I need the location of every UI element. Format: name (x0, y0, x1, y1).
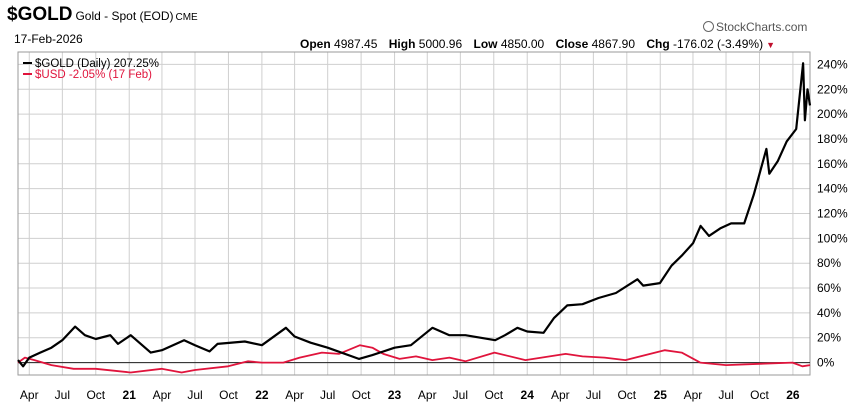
close-label: Close (555, 37, 589, 51)
x-tick-label: Oct (352, 388, 371, 402)
chart-legend: $GOLD (Daily) 207.25%$USD -2.05% (17 Feb… (23, 58, 159, 81)
x-tick-label: 24 (521, 388, 535, 402)
y-tick-label: 40% (817, 306, 841, 320)
down-arrow-icon: ▼ (766, 40, 775, 50)
x-axis-ticks: Apr Jul Oct 21 Apr Jul Oct 22 Apr Jul Oct 23 Apr Jul O… (20, 388, 800, 402)
low-value: 4850.00 (500, 37, 545, 51)
close-value: 4867.90 (591, 37, 635, 51)
x-tick-label: Oct (484, 388, 503, 402)
x-tick-label: Oct (617, 388, 636, 402)
y-tick-label: 180% (817, 132, 848, 146)
high-value: 5000.96 (418, 37, 463, 51)
x-tick-label: Oct (219, 388, 238, 402)
chart-date: 17-Feb-2026 (14, 32, 83, 46)
x-tick-label: Apr (285, 388, 304, 402)
low-label: Low (473, 37, 498, 51)
chg-value: -176.02 (-3.49%) (673, 37, 764, 51)
instrument-description: Gold - Spot (EOD) (75, 9, 174, 23)
stockcharts-brand[interactable]: StockCharts.com (703, 20, 807, 34)
x-tick-label: Jul (320, 388, 335, 402)
chg-label: Chg (646, 37, 670, 51)
y-tick-label: 140% (817, 182, 848, 196)
chart-header-title: $GOLD Gold - Spot (EOD) CME (7, 4, 198, 26)
x-tick-label: Oct (750, 388, 769, 402)
chart-grid (18, 52, 810, 375)
y-axis-ticks: 0% 20% 40% 60% 80% 100% 120% 140% 160% 180% 200% 22… (817, 57, 848, 369)
y-tick-label: 160% (817, 157, 848, 171)
series-lines (17, 62, 812, 374)
y-tick-label: 100% (817, 231, 848, 245)
plot-area-frame (17, 51, 811, 376)
y-tick-label: 200% (817, 107, 848, 121)
usd-legend-label: $USD -2.05% (17 Feb) (35, 69, 152, 81)
y-tick-label: 80% (817, 256, 841, 270)
gold-series-line (17, 62, 812, 368)
x-tick-label: Apr (551, 388, 570, 402)
x-tick-label: Jul (55, 388, 70, 402)
y-tick-label: 120% (817, 207, 848, 221)
stockcharts-logo-icon (703, 21, 714, 32)
brand-text: StockCharts.com (716, 20, 808, 34)
x-tick-label: Apr (20, 388, 39, 402)
x-tick-label: Jul (718, 388, 733, 402)
x-tick-label: 25 (654, 388, 668, 402)
ticker-symbol: $GOLD (7, 4, 73, 25)
y-tick-label: 220% (817, 82, 848, 96)
open-value: 4987.45 (334, 37, 378, 51)
high-label: High (388, 37, 416, 51)
y-tick-label: 60% (817, 281, 841, 295)
x-tick-label: 21 (123, 388, 137, 402)
x-tick-label: Oct (86, 388, 105, 402)
x-tick-label: Jul (586, 388, 601, 402)
ohlc-summary: Open 4987.45 High 5000.96 Low 4850.00 Cl… (292, 37, 775, 51)
gold-legend-label: $GOLD (Daily) 207.25% (35, 58, 159, 70)
y-tick-label: 20% (817, 331, 841, 345)
exchange-label: CME (175, 12, 198, 23)
y-tick-label: 0% (817, 356, 835, 370)
x-tick-label: 22 (255, 388, 269, 402)
x-tick-label: Apr (153, 388, 172, 402)
x-tick-label: Apr (684, 388, 703, 402)
x-tick-label: Apr (418, 388, 437, 402)
x-tick-label: 23 (388, 388, 402, 402)
x-tick-label: Jul (453, 388, 468, 402)
open-label: Open (300, 37, 331, 51)
x-tick-label: Jul (187, 388, 202, 402)
x-tick-label: 26 (786, 388, 800, 402)
usd-series-line (17, 344, 811, 374)
y-tick-label: 240% (817, 57, 848, 71)
